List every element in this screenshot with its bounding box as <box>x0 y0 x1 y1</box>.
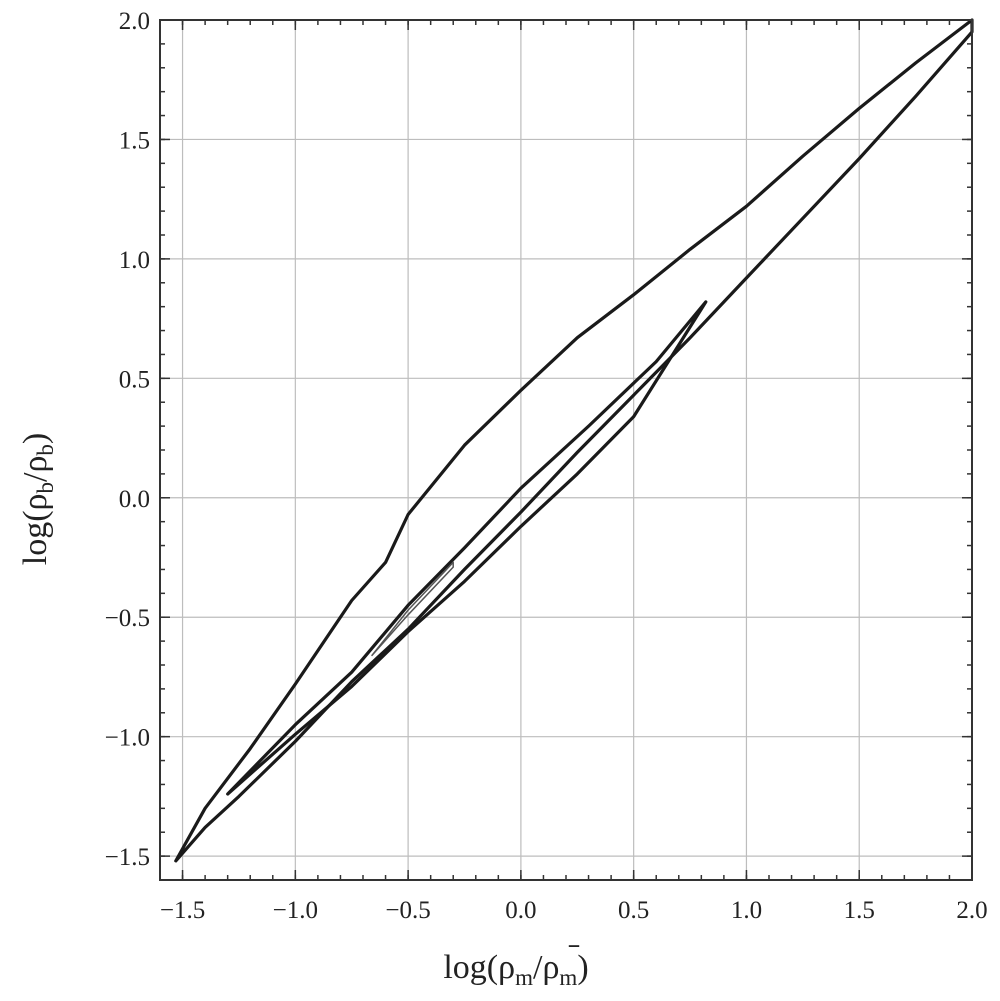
y-axis-label: log(ρb/ρb) <box>17 433 58 566</box>
x-tick-label: 2.0 <box>956 897 987 924</box>
y-tick-label: 0.0 <box>119 486 150 513</box>
grid-lines <box>160 19 973 880</box>
x-tick-label: −1.5 <box>160 897 205 924</box>
y-tick-label: 1.0 <box>119 247 150 274</box>
contour-inner <box>371 561 454 657</box>
x-tick-label: −0.5 <box>385 897 430 924</box>
y-tick-label: 1.5 <box>119 127 150 154</box>
y-tick-label: −0.5 <box>105 605 150 632</box>
x-tick-labels: −1.5 −1.0 −0.5 0.0 0.5 1.0 1.5 2.0 <box>160 897 988 924</box>
contour-middle <box>226 300 708 796</box>
x-tick-label: 1.5 <box>844 897 875 924</box>
y-tick-label: 2.0 <box>119 8 150 35</box>
x-tick-label: 1.0 <box>731 897 762 924</box>
x-tick-label: −1.0 <box>273 897 318 924</box>
y-tick-label: 0.5 <box>119 366 150 393</box>
x-tick-label: 0.0 <box>505 897 536 924</box>
x-axis-label-bar: ̄ <box>568 945 580 947</box>
plot-frame <box>159 19 973 881</box>
y-tick-label: −1.5 <box>105 844 150 871</box>
y-tick-label: −1.0 <box>105 725 150 752</box>
y-tick-labels: −1.5 −1.0 −0.5 0.0 0.5 1.0 1.5 2.0 <box>105 8 150 871</box>
x-tick-label: 0.5 <box>618 897 649 924</box>
x-axis-label: log(ρm/ρm) <box>443 949 588 990</box>
tick-marks <box>159 19 973 881</box>
